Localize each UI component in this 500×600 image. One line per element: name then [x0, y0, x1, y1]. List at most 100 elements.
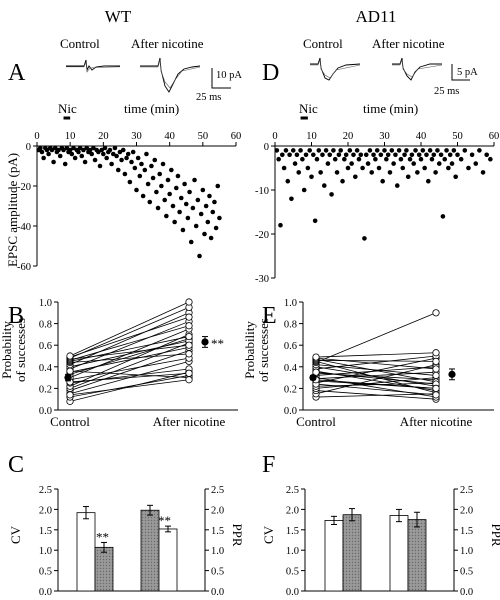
data-point — [72, 155, 78, 161]
data-point — [51, 159, 56, 165]
data-point — [484, 152, 490, 158]
pair-line — [69, 346, 190, 373]
data-point — [183, 201, 189, 207]
ylabel-right-c: PPR — [230, 523, 245, 546]
data-point — [290, 148, 296, 153]
data-point — [338, 148, 344, 153]
data-point — [155, 205, 161, 211]
pair-line — [315, 393, 437, 398]
pair-line — [69, 371, 190, 402]
mean-point — [448, 370, 456, 378]
data-point — [323, 148, 329, 153]
chart-f: 0.0 0.0 0.5 0.5 1.0 1.0 1.5 1.5 2.0 2.0 2.5 2.5 — [286, 485, 473, 598]
y-tick-label: -20 — [17, 182, 31, 193]
right-tick-label: 2.5 — [460, 485, 473, 496]
data-point — [312, 218, 318, 224]
data-point — [208, 235, 214, 241]
bar — [158, 528, 178, 592]
trace-nicotine-a — [140, 57, 201, 93]
data-point — [139, 161, 144, 167]
left-tick-label: 0.0 — [286, 587, 299, 598]
data-point — [99, 147, 104, 153]
bar — [140, 509, 160, 592]
data-point — [117, 149, 123, 155]
data-point — [436, 161, 442, 166]
data-point — [144, 151, 149, 157]
data-point — [294, 152, 300, 158]
pair-line — [69, 340, 190, 368]
data-point — [380, 178, 385, 184]
sig-c-cv: ** — [96, 529, 109, 544]
right-tick-label: 2.0 — [460, 505, 473, 516]
data-point — [287, 152, 292, 158]
data-point — [274, 148, 280, 153]
data-point — [52, 145, 58, 151]
data-point — [56, 147, 61, 153]
data-point — [169, 167, 174, 173]
pair-line — [69, 334, 190, 387]
left-tick-label: 1.0 — [39, 546, 52, 557]
data-point — [38, 145, 43, 151]
data-point — [449, 161, 455, 166]
data-point — [325, 161, 331, 166]
bar — [94, 546, 114, 592]
left-tick-label: 2.0 — [39, 505, 52, 516]
data-point — [285, 178, 291, 184]
data-point — [424, 152, 429, 158]
data-point — [407, 156, 413, 162]
y-tick-label: 0.0 — [284, 406, 297, 417]
data-point — [195, 197, 201, 203]
pair-line — [69, 316, 190, 358]
data-point — [276, 156, 281, 162]
data-point — [210, 209, 216, 215]
data-point — [385, 152, 391, 158]
panel-letter-a: A — [8, 60, 26, 86]
trace-control-a-2 — [66, 61, 121, 73]
data-point — [402, 152, 407, 158]
data-point — [318, 170, 323, 175]
data-point — [415, 170, 420, 175]
data-point — [212, 199, 217, 205]
nicotine-point — [185, 332, 193, 341]
data-point — [311, 152, 316, 158]
data-point — [71, 145, 76, 151]
pair-line — [69, 342, 190, 389]
pair-line — [315, 357, 437, 370]
data-point — [280, 152, 285, 158]
mean-point — [309, 374, 317, 382]
nicotine-point — [432, 349, 440, 357]
x-tick-label: 40 — [164, 131, 175, 142]
data-point — [177, 209, 182, 215]
ylabel-e-line2: of successes — [256, 318, 271, 382]
sig-b: ** — [211, 336, 224, 351]
trace-nicotine-d — [392, 57, 442, 81]
data-point — [340, 178, 345, 184]
y-tick-label: 1.0 — [39, 298, 52, 309]
x-tick-label: 50 — [452, 131, 463, 142]
data-point — [289, 196, 294, 202]
data-point — [109, 161, 114, 167]
data-point — [120, 147, 126, 153]
control-point — [66, 367, 74, 375]
x-tick-label: 40 — [416, 131, 427, 142]
data-point — [458, 156, 464, 162]
y-tick-label: 0.2 — [39, 384, 52, 395]
control-point — [66, 391, 74, 399]
data-point — [396, 148, 402, 153]
pair-line — [315, 371, 437, 385]
data-point — [192, 177, 197, 183]
data-point — [446, 165, 451, 171]
data-point — [174, 185, 179, 191]
nicotine-point — [185, 341, 193, 349]
y-tick-label: 0.6 — [39, 341, 52, 352]
data-point — [427, 148, 433, 153]
data-point — [87, 147, 93, 153]
data-point — [172, 219, 177, 225]
data-point — [205, 219, 211, 225]
data-point — [331, 148, 336, 153]
data-point — [296, 170, 302, 175]
data-point — [343, 152, 349, 158]
data-point — [69, 151, 75, 157]
sig-c-ppr: ** — [158, 513, 171, 528]
data-point — [145, 181, 151, 187]
